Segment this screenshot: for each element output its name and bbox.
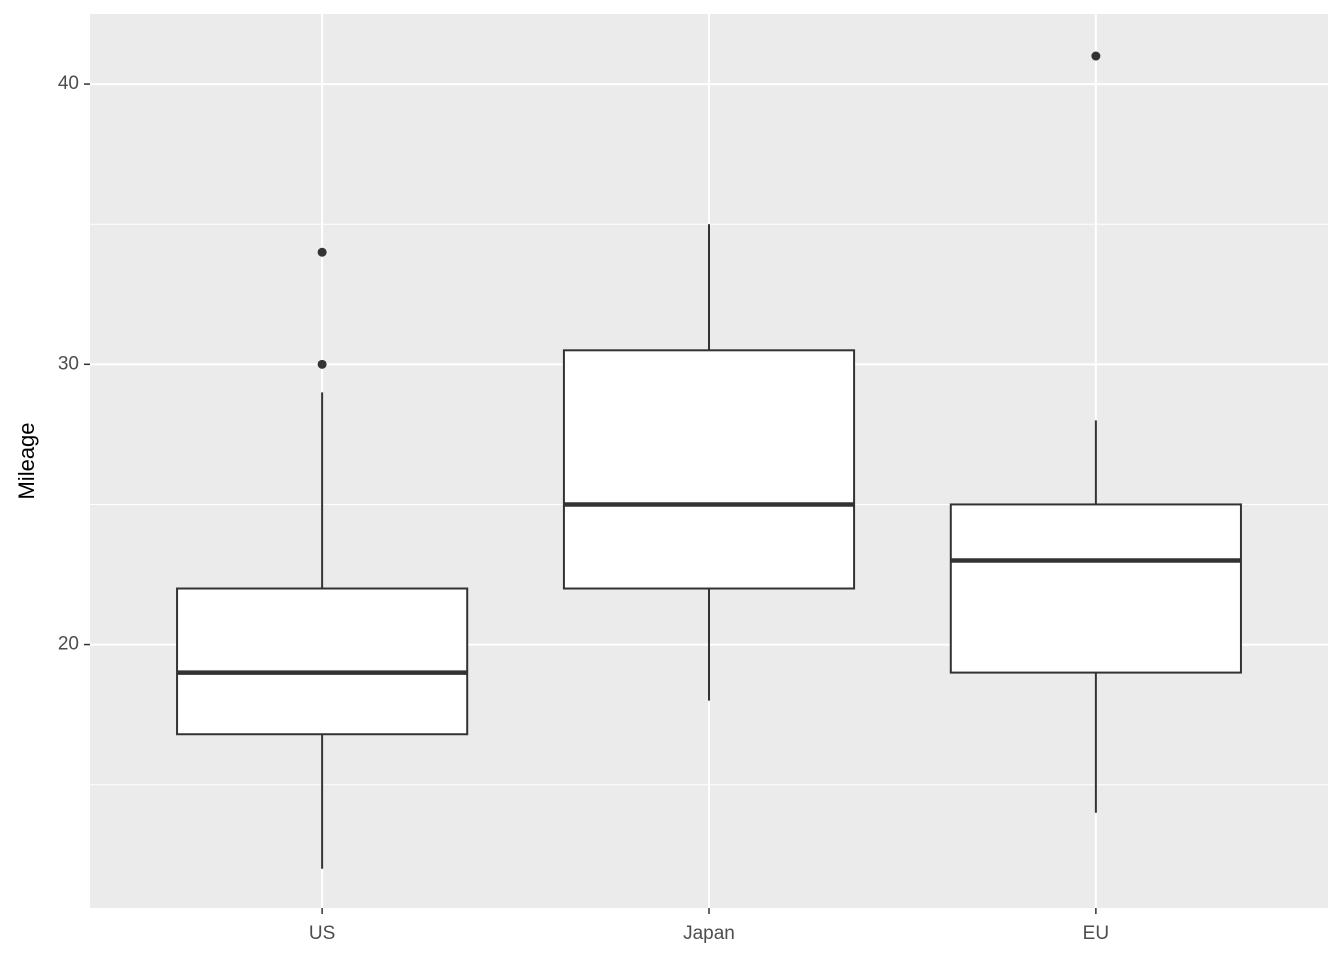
y-tick-label: 40 (58, 73, 79, 94)
y-tick-label: 30 (58, 353, 79, 374)
y-axis-label: Mileage (14, 422, 39, 499)
y-tick-label: 20 (58, 634, 79, 655)
outlier (317, 359, 327, 369)
box (176, 587, 469, 736)
x-tick-label: EU (1083, 923, 1109, 944)
x-tick-label: US (309, 923, 335, 944)
outlier (1091, 51, 1101, 61)
x-tick-label: Japan (683, 923, 735, 944)
box (949, 503, 1242, 674)
box (562, 349, 856, 590)
outlier (317, 247, 327, 257)
